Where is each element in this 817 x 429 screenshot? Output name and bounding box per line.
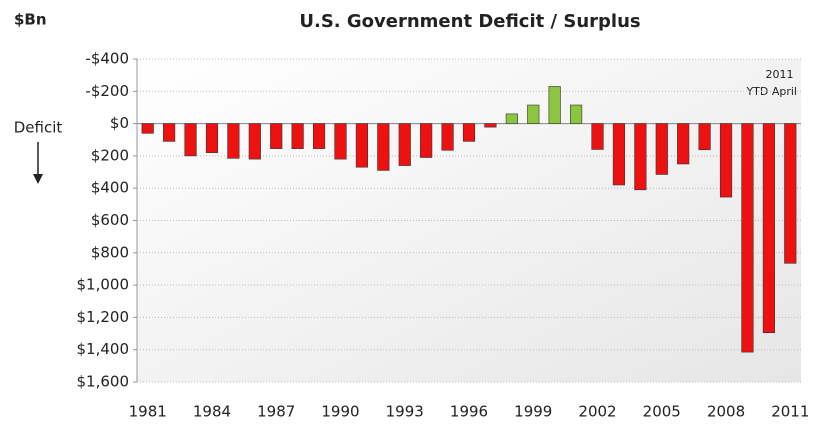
bar	[762, 123, 775, 334]
bar	[612, 123, 626, 186]
bar	[484, 123, 497, 128]
x-tick-label: 1993	[386, 403, 424, 421]
bar	[784, 123, 797, 264]
bar	[248, 123, 261, 160]
x-tick-label: 2002	[578, 403, 616, 421]
bar	[505, 113, 518, 124]
y-tick-label: $0	[110, 114, 129, 132]
x-tick-label: 1999	[514, 403, 552, 421]
x-tick-label: 1990	[321, 403, 359, 421]
x-tick-label: 2008	[707, 403, 745, 421]
bar	[634, 123, 647, 191]
bar	[441, 123, 454, 151]
annotation: 2011 YTD April	[745, 68, 797, 98]
bar	[548, 86, 561, 124]
bar	[741, 123, 754, 353]
y-tick-label: $200	[91, 146, 129, 164]
bar	[719, 123, 733, 198]
bar	[698, 123, 711, 151]
chart-title: U.S. Government Deficit / Surplus	[299, 11, 640, 32]
annotation-line: YTD April	[745, 85, 797, 98]
y-tick-label: $800	[91, 243, 129, 261]
bar	[227, 123, 240, 159]
x-tick-label: 1996	[450, 403, 488, 421]
y-tick-label: $600	[91, 211, 129, 229]
y-tick-label: $1,600	[77, 373, 130, 391]
bar	[205, 123, 219, 153]
annotation-line: 2011	[766, 68, 794, 81]
bar	[591, 123, 604, 150]
x-tick-label: 1984	[193, 403, 231, 421]
x-tick-label: 1981	[129, 403, 167, 421]
bar	[355, 123, 368, 168]
y-unit-label: $Bn	[14, 11, 47, 29]
x-tick-label: 2011	[771, 403, 809, 421]
y-tick-label: $1,000	[77, 276, 130, 294]
bar	[462, 123, 476, 142]
bar	[141, 123, 154, 134]
bar	[163, 123, 176, 142]
plot-background	[137, 59, 801, 382]
bar	[398, 123, 411, 166]
y-tick-label: $1,200	[77, 308, 130, 326]
y-tick-label: -$200	[85, 82, 129, 100]
y-tick-label: -$400	[85, 50, 129, 68]
bar	[291, 123, 304, 149]
y-tick-label: $1,400	[77, 340, 130, 358]
bar	[270, 123, 283, 149]
y-tick-label: $400	[91, 179, 129, 197]
bar	[655, 123, 668, 175]
x-tick-label: 2005	[643, 403, 681, 421]
bar	[570, 104, 583, 124]
bar	[334, 123, 347, 160]
bar	[184, 123, 197, 157]
bar	[420, 123, 433, 158]
bar	[527, 104, 540, 124]
deficit-label: Deficit	[14, 119, 63, 137]
deficit-arrowhead	[33, 174, 43, 184]
x-tick-label: 1987	[257, 403, 295, 421]
bar	[677, 123, 690, 165]
bar	[312, 123, 326, 149]
bar	[377, 123, 390, 171]
